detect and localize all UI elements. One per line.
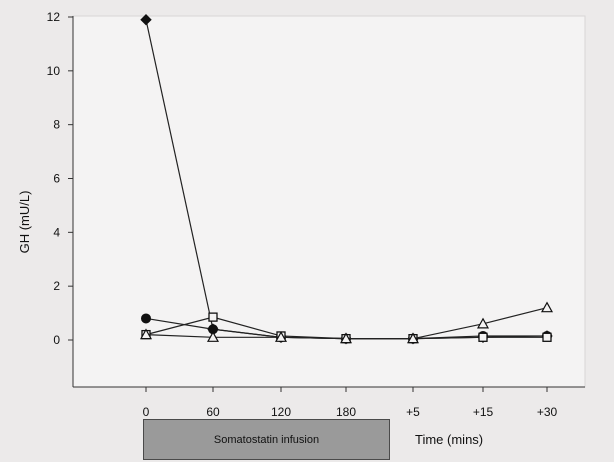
y-tick-label: 10 [47,64,61,78]
data-series [139,13,554,345]
square-point [208,312,218,322]
diamond-point [140,13,152,26]
x-tick-label: 60 [206,405,220,419]
triangle-point [139,328,153,340]
triangle-point [476,317,490,329]
y-axis-title: GH (mU/L) [17,191,32,254]
square-point [542,332,552,342]
circle-point [141,313,151,324]
series-triangle [139,301,554,344]
y-tick-label: 4 [53,225,60,239]
triangle-point [540,301,554,313]
triangle-point [339,332,353,344]
x-tick-label: +15 [473,405,494,419]
x-tick-label: 0 [143,405,150,419]
y-tick-label: 8 [53,118,60,132]
triangle-point [274,331,288,342]
y-tick-label: 6 [53,172,60,186]
y-tick-label: 0 [53,333,60,347]
x-tick-label: 120 [271,405,291,419]
triangle-point [206,331,220,342]
somatostatin-infusion-bar: Somatostatin infusion [143,419,390,460]
y-tick-label: 12 [47,10,61,24]
somatostatin-infusion-label: Somatostatin infusion [213,433,320,446]
x-axis-title: Time (mins) [415,432,484,447]
axes [72,16,585,388]
x-tick-label: +5 [406,405,420,419]
x-axis-ticks: 0 60 120 180 +5 +15 +30 [143,387,558,419]
y-tick-label: 2 [53,279,60,293]
y-axis-ticks: 0 2 4 6 8 10 12 [47,10,73,347]
x-tick-label: +30 [537,405,558,419]
square-point [478,332,488,342]
triangle-point [406,332,420,344]
x-tick-label: 180 [336,405,356,419]
